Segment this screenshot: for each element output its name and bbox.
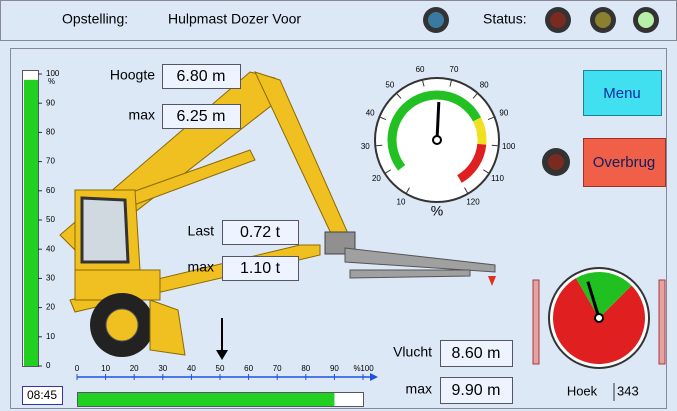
tick-label: 30 bbox=[158, 364, 167, 373]
tick-label: 0 bbox=[75, 364, 80, 373]
load-max-label: max bbox=[188, 259, 214, 275]
dial-zone bbox=[477, 119, 482, 144]
bypass-label[interactable]: Overbrug bbox=[593, 154, 656, 171]
tick-label: 120 bbox=[466, 197, 480, 206]
tick-label: 60 bbox=[416, 65, 425, 74]
unit-label: % bbox=[431, 203, 443, 219]
angle-label: Hoek bbox=[567, 383, 598, 398]
tick-label: 30 bbox=[46, 274, 55, 283]
angle-side-bar bbox=[533, 280, 539, 364]
reach-max-value: 9.90 m bbox=[452, 382, 501, 399]
tick-mark bbox=[376, 145, 382, 146]
tick-label: 90 bbox=[46, 98, 55, 107]
lamp bbox=[423, 7, 449, 33]
height-bar-fill bbox=[24, 80, 38, 366]
height-max-label: max bbox=[129, 107, 155, 123]
reach-label: Vlucht bbox=[393, 344, 432, 360]
tick-label: 40 bbox=[46, 244, 55, 253]
tick-label: 100 bbox=[360, 364, 374, 373]
tick-label: 0 bbox=[46, 361, 51, 370]
dial-hub bbox=[433, 136, 441, 144]
status-label: Status: bbox=[483, 11, 527, 27]
bypass-button[interactable]: Overbrug bbox=[584, 139, 666, 187]
reach-max-label: max bbox=[406, 381, 432, 397]
setup-value: Hulpmast Dozer Voor bbox=[168, 11, 301, 27]
tick-label: 70 bbox=[450, 65, 459, 74]
angle-hub bbox=[595, 314, 603, 322]
tick-label: 80 bbox=[301, 364, 310, 373]
tick-label: 60 bbox=[244, 364, 253, 373]
tick-label: 90 bbox=[499, 108, 508, 117]
tick-label: 50 bbox=[46, 215, 55, 224]
load-value: 0.72 t bbox=[240, 224, 281, 241]
load-max-value: 1.10 t bbox=[240, 260, 281, 277]
tick-label: 10 bbox=[397, 197, 406, 206]
load-label: Last bbox=[188, 223, 215, 239]
angle-side-bar bbox=[659, 280, 665, 364]
status-lamps bbox=[545, 7, 659, 33]
tick-label: 10 bbox=[46, 332, 55, 341]
tick-label: 80 bbox=[480, 81, 489, 90]
tick-label: 90 bbox=[330, 364, 339, 373]
tick-label: 10 bbox=[101, 364, 110, 373]
unit-label: % bbox=[48, 77, 55, 86]
setup-label: Opstelling: bbox=[62, 11, 128, 27]
menu-button[interactable]: Menu bbox=[584, 71, 662, 116]
tick-label: 20 bbox=[372, 174, 381, 183]
progress-fill bbox=[78, 393, 334, 406]
tick-label: 70 bbox=[46, 157, 55, 166]
lamp bbox=[542, 148, 570, 176]
tick-label: 40 bbox=[366, 108, 375, 117]
unit-label: % bbox=[353, 364, 360, 373]
dial-needle bbox=[437, 102, 439, 140]
hmi-screen: Opstelling: Hulpmast Dozer Voor Status: … bbox=[0, 0, 677, 411]
tick-label: 30 bbox=[361, 142, 370, 151]
tick-label: 50 bbox=[385, 81, 394, 90]
tick-label: 60 bbox=[46, 186, 55, 195]
tick-label: 70 bbox=[273, 364, 282, 373]
angle-value: 343 bbox=[617, 383, 639, 398]
tick-label: 100 bbox=[502, 142, 516, 151]
tick-label: 110 bbox=[491, 174, 504, 183]
tick-label: 40 bbox=[187, 364, 196, 373]
tick-label: 50 bbox=[216, 364, 225, 373]
tick-label: 20 bbox=[46, 303, 55, 312]
height-label: Hoogte bbox=[110, 67, 155, 83]
clock: 08:45 bbox=[27, 388, 57, 402]
tick-label: 80 bbox=[46, 128, 55, 137]
tick-mark bbox=[492, 145, 498, 146]
height-max-value: 6.25 m bbox=[177, 108, 226, 125]
height-value: 6.80 m bbox=[177, 68, 226, 85]
tick-label: 20 bbox=[130, 364, 139, 373]
reach-value: 8.60 m bbox=[452, 345, 501, 362]
menu-label[interactable]: Menu bbox=[603, 85, 641, 102]
